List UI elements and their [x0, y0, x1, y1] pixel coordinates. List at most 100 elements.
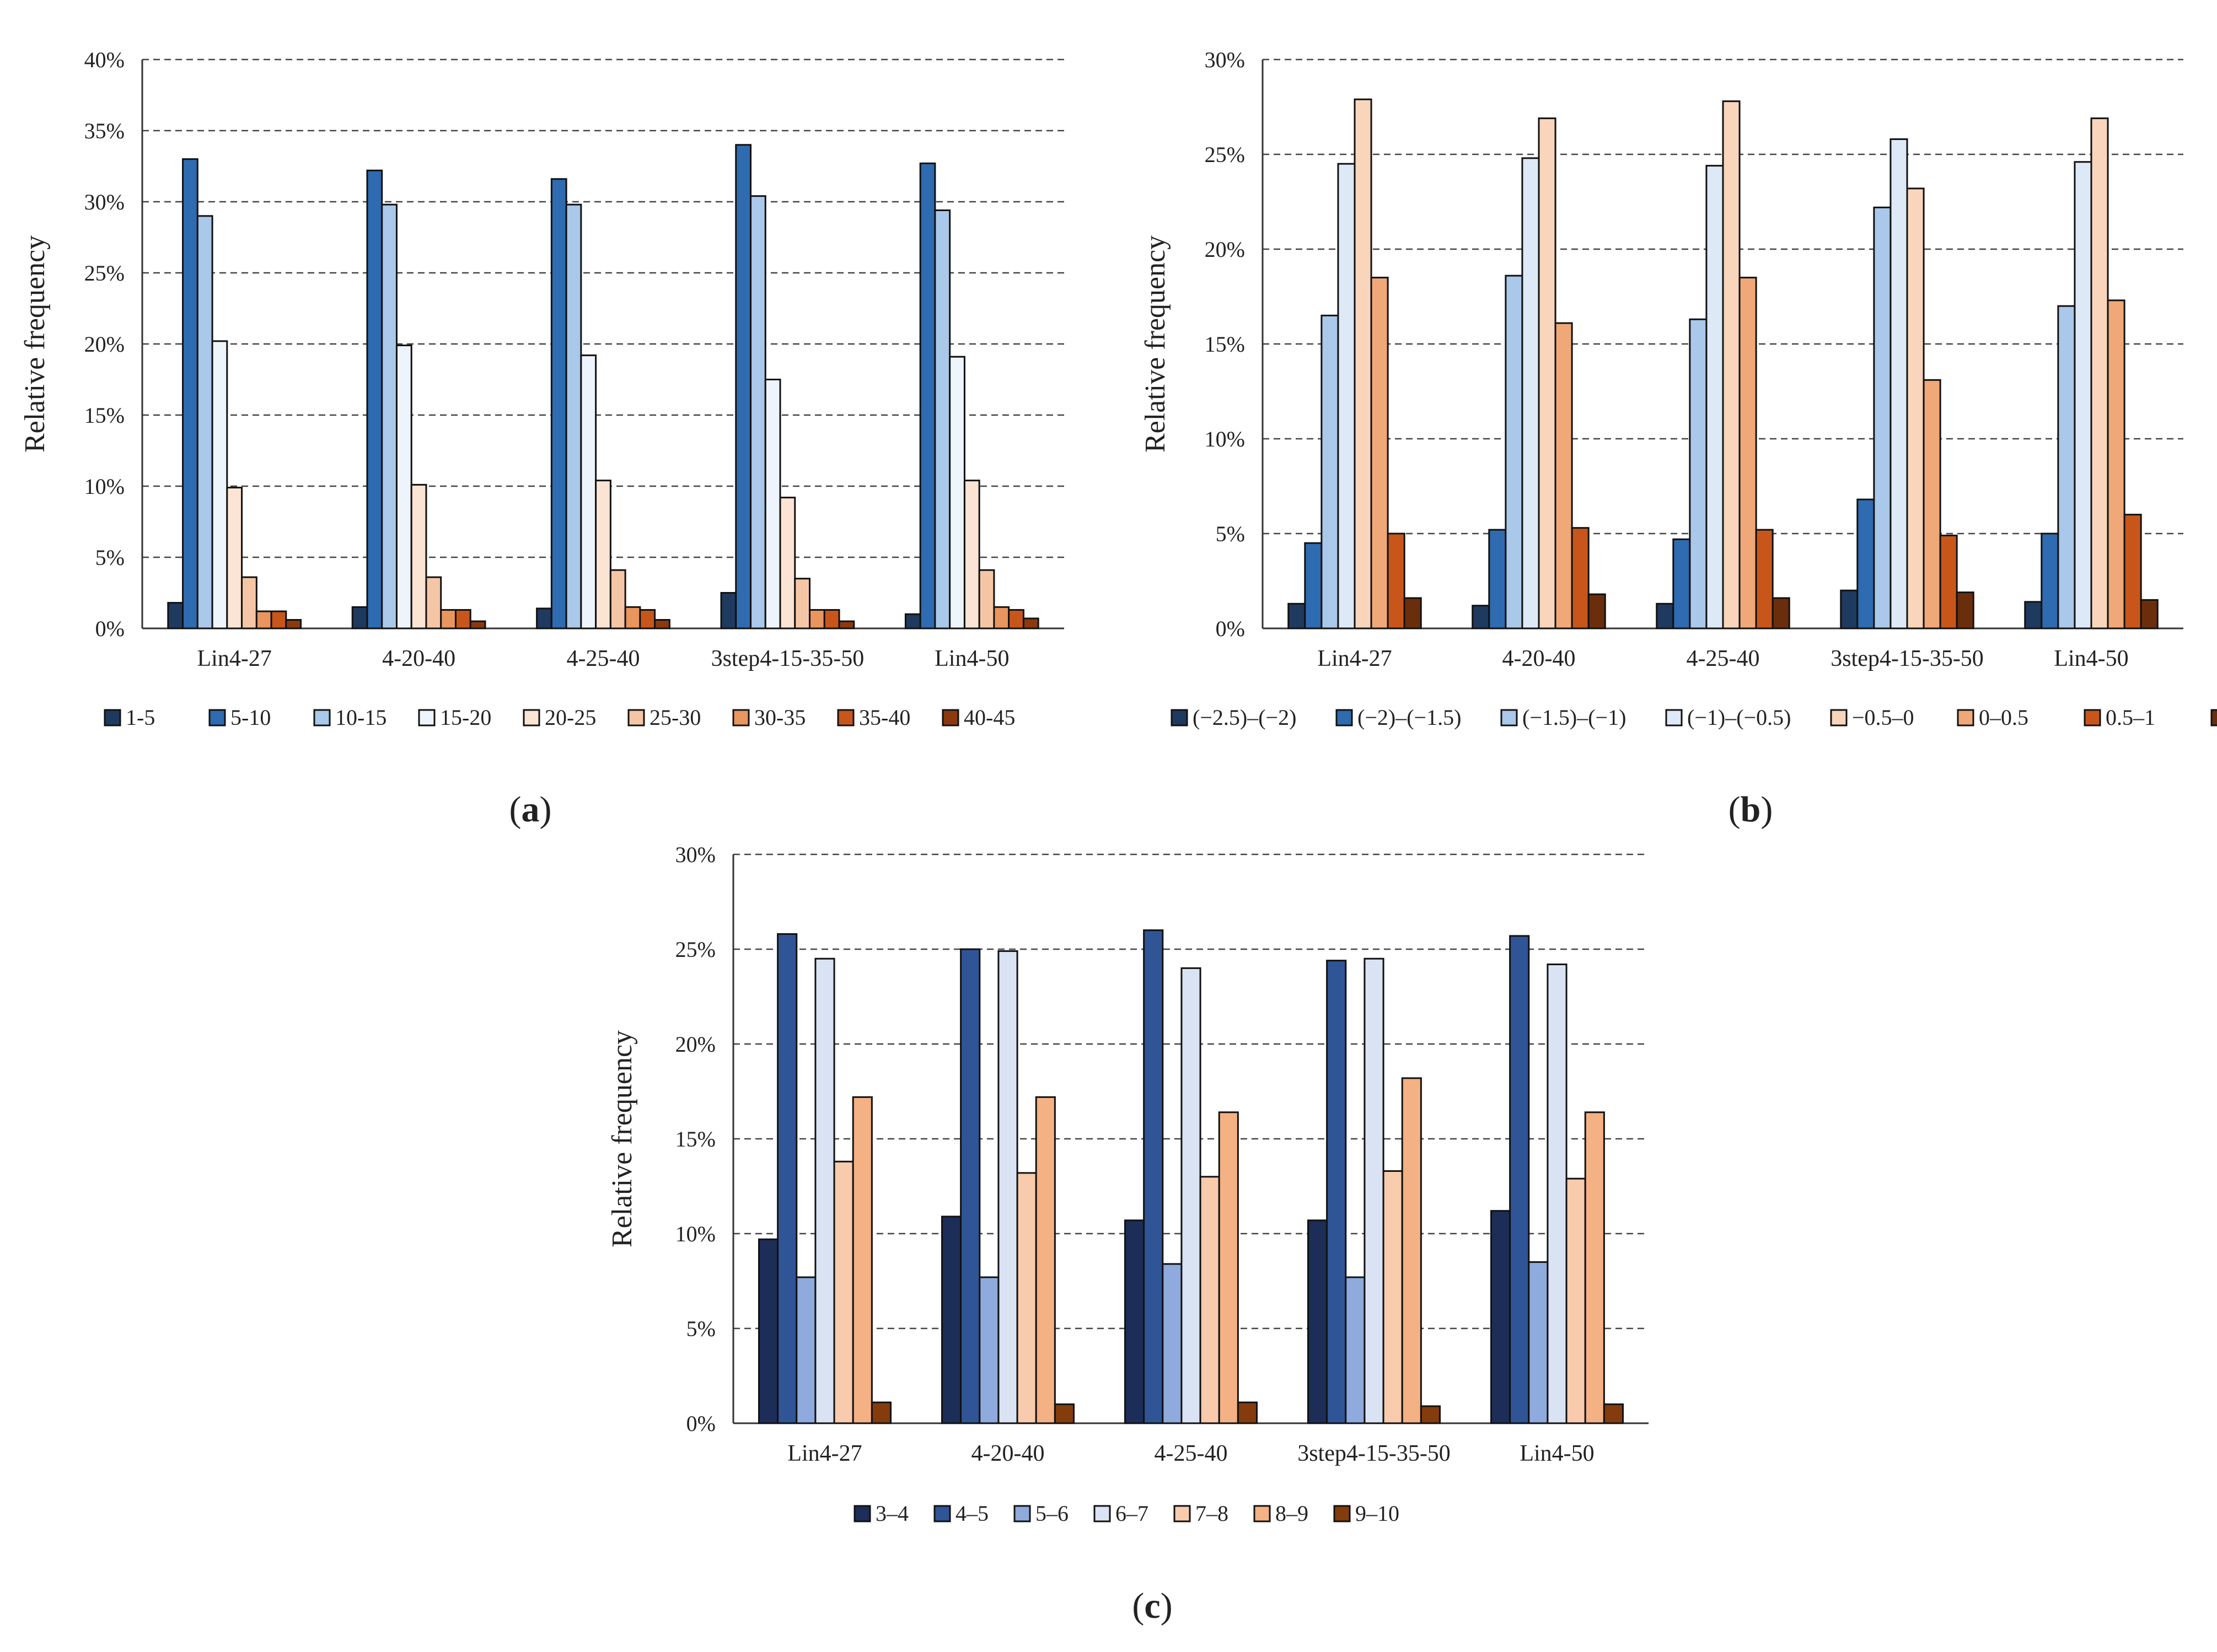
panel-label-open-paren: (: [509, 789, 522, 830]
legend-label: (−2)–(−1.5): [1357, 705, 1461, 730]
bar: [1387, 532, 1405, 629]
bar: [196, 215, 213, 629]
legend-swatch: [732, 709, 750, 727]
y-axis-label: Relative frequency: [606, 1030, 638, 1247]
legend-swatch: [418, 709, 436, 727]
legend-swatch: [942, 709, 959, 727]
bar: [1304, 542, 1323, 629]
bar: [1124, 1219, 1145, 1424]
y-tick-label: 10%: [675, 1221, 716, 1246]
bar: [1584, 1111, 1605, 1424]
bar: [255, 610, 272, 629]
bar: [425, 576, 442, 629]
legend-label: 6–7: [1115, 1501, 1148, 1526]
legend-label: −0.5–0: [1852, 705, 1914, 730]
bar: [410, 483, 427, 629]
x-category-label: Lin4-27: [1317, 646, 1392, 671]
bar: [838, 620, 855, 629]
y-tick-label: 15%: [84, 403, 125, 428]
legend-swatch: [523, 709, 540, 727]
bar: [997, 950, 1018, 1424]
y-tick-label: 30%: [1205, 47, 1245, 72]
y-tick-label: 0%: [95, 616, 125, 641]
bar: [1345, 1276, 1366, 1424]
legend-swatch: [853, 1505, 871, 1522]
bar: [960, 948, 981, 1424]
bar: [1035, 1096, 1056, 1424]
bar: [351, 606, 368, 629]
y-tick-label: 5%: [1216, 521, 1245, 546]
bar: [1505, 275, 1523, 629]
bar: [2024, 601, 2043, 629]
bar: [735, 144, 752, 629]
legend-swatch: [2210, 709, 2217, 727]
bar: [814, 957, 835, 1424]
bar: [440, 609, 457, 629]
bar: [1162, 1263, 1183, 1424]
legend-swatch: [313, 709, 331, 727]
bar: [1287, 602, 1306, 629]
bar: [833, 1160, 854, 1424]
bar: [395, 345, 412, 629]
legend-swatch: [208, 709, 226, 727]
bar: [2074, 161, 2092, 629]
bar: [919, 162, 936, 629]
legend-label: 35-40: [859, 705, 910, 730]
bar: [1856, 498, 1875, 629]
bar: [871, 1401, 892, 1424]
bar: [1755, 529, 1774, 629]
bar: [1554, 322, 1573, 629]
y-tick-label: 25%: [84, 261, 125, 286]
bar: [536, 607, 552, 629]
y-axis-label: Relative frequency: [19, 235, 51, 453]
legend-label: 40-45: [964, 705, 1015, 730]
bar: [654, 619, 670, 629]
bar: [934, 209, 951, 629]
legend-label: 7–8: [1195, 1501, 1228, 1526]
x-category-label: 4-25-40: [567, 646, 640, 671]
bar: [904, 613, 921, 629]
bar: [1143, 929, 1164, 1424]
legend-swatch: [1171, 709, 1188, 727]
legend-label: 3–4: [876, 1501, 909, 1526]
bar: [1509, 935, 1530, 1424]
legend-swatch: [104, 709, 121, 727]
panel-label-close-paren: ): [540, 789, 552, 830]
y-tick-label: 10%: [84, 474, 125, 499]
y-tick-label: 20%: [675, 1032, 716, 1057]
bar: [1923, 379, 1941, 629]
y-tick-label: 30%: [84, 190, 125, 214]
bar: [823, 609, 840, 629]
bar: [454, 609, 471, 629]
legend-label: 30-35: [754, 705, 806, 730]
bar: [1538, 117, 1556, 629]
bar: [777, 933, 798, 1424]
legend-swatch: [1500, 709, 1518, 727]
x-category-label: 4-25-40: [1155, 1441, 1228, 1466]
x-category-label: 4-20-40: [971, 1441, 1045, 1466]
legend-label: 1-5: [126, 705, 155, 730]
legend-swatch: [1333, 1505, 1351, 1522]
y-tick-label: 0%: [1216, 616, 1245, 641]
y-tick-label: 10%: [1205, 427, 1245, 451]
legend-label: (−1.5)–(−1): [1522, 705, 1626, 730]
bar: [624, 606, 641, 629]
legend-label: 25-30: [649, 705, 701, 730]
panel-label: (b): [1728, 789, 1773, 830]
y-tick-label: 20%: [84, 332, 125, 357]
bar: [794, 578, 811, 629]
panel-label: (c): [1132, 1586, 1172, 1626]
bar: [1656, 602, 1674, 629]
bar: [978, 569, 995, 629]
bar: [285, 619, 302, 629]
x-category-label: 4-20-40: [1502, 646, 1576, 671]
bar: [1401, 1077, 1422, 1424]
legend-label: 0.5–1: [2106, 705, 2155, 730]
y-tick-label: 15%: [675, 1127, 716, 1151]
bar: [796, 1276, 817, 1424]
bar: [852, 1096, 873, 1424]
y-tick-label: 20%: [1205, 237, 1245, 262]
legend-swatch: [2084, 709, 2101, 727]
bar: [750, 195, 766, 629]
bar: [1889, 138, 1908, 629]
